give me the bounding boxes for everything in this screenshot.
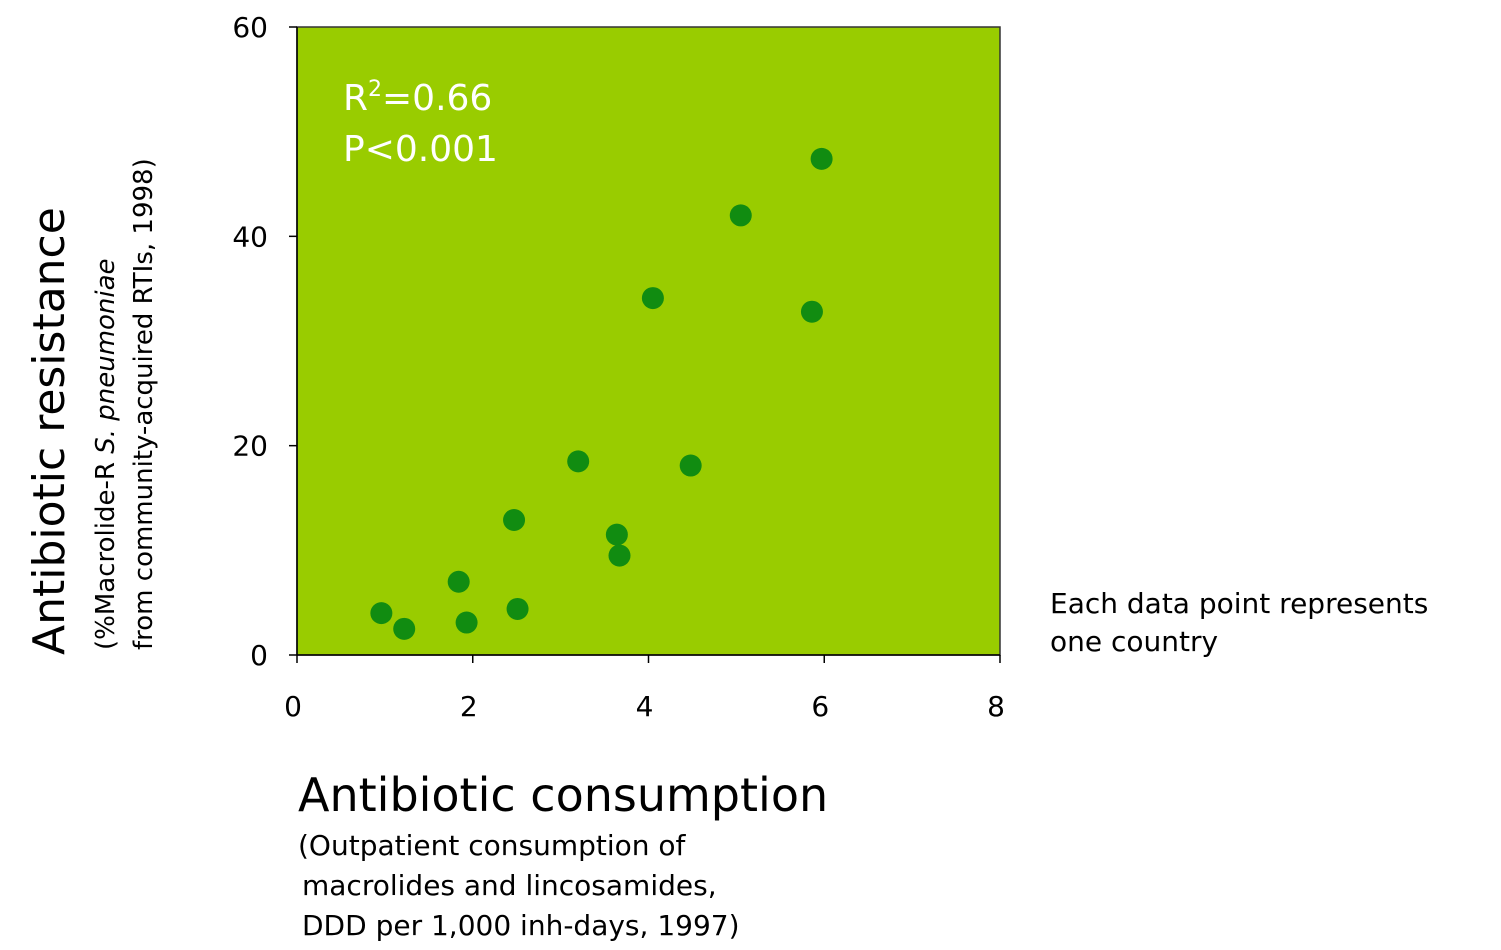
point bbox=[800, 300, 823, 323]
x-tick-label: 0 bbox=[284, 690, 302, 723]
y-tick-label: 60 bbox=[232, 11, 268, 44]
y-tick-label: 0 bbox=[250, 639, 268, 672]
note: one country bbox=[1050, 625, 1218, 658]
x-axis-title: Antibiotic consumption bbox=[298, 768, 828, 822]
annotation-part: =0.66 bbox=[382, 78, 492, 119]
note: Each data point represents bbox=[1050, 587, 1428, 620]
y-tick-label: 20 bbox=[232, 430, 268, 463]
y-axis-subtitle: (%Macrolide-R S. pneumoniae bbox=[91, 258, 121, 650]
plot-area bbox=[296, 26, 1001, 656]
point bbox=[567, 450, 590, 473]
x-axis-subtitle: DDD per 1,000 inh-days, 1997) bbox=[302, 909, 740, 942]
point bbox=[729, 204, 752, 227]
annotation-sup: 2 bbox=[368, 77, 382, 102]
point bbox=[810, 147, 833, 170]
annotation-p: P<0.001 bbox=[343, 129, 498, 170]
point bbox=[641, 287, 664, 310]
point bbox=[679, 454, 702, 477]
x-axis-subtitle: (Outpatient consumption of bbox=[298, 829, 687, 862]
y-subtitle-part: S. pneumoniae bbox=[91, 258, 121, 453]
y-axis-subtitle: from community-acquired RTIs, 1998) bbox=[129, 158, 159, 650]
annotation-r2: R2=0.66 bbox=[343, 77, 492, 119]
y-tick-label: 40 bbox=[232, 220, 268, 253]
point bbox=[608, 544, 631, 567]
annotation-part: R bbox=[343, 78, 368, 119]
point bbox=[503, 508, 526, 531]
point bbox=[447, 570, 470, 593]
y-axis-title: Antibiotic resistance bbox=[24, 207, 75, 655]
x-tick-label: 8 bbox=[987, 690, 1005, 723]
point bbox=[605, 523, 628, 546]
x-axis-subtitle: macrolides and lincosamides, bbox=[302, 869, 717, 902]
point bbox=[370, 602, 393, 625]
x-tick-label: 4 bbox=[636, 690, 654, 723]
y-subtitle-part: (%Macrolide-R bbox=[91, 454, 121, 650]
point bbox=[455, 611, 478, 634]
point bbox=[393, 617, 416, 640]
x-tick-label: 6 bbox=[811, 690, 829, 723]
x-tick-label: 2 bbox=[460, 690, 478, 723]
point bbox=[506, 597, 529, 620]
